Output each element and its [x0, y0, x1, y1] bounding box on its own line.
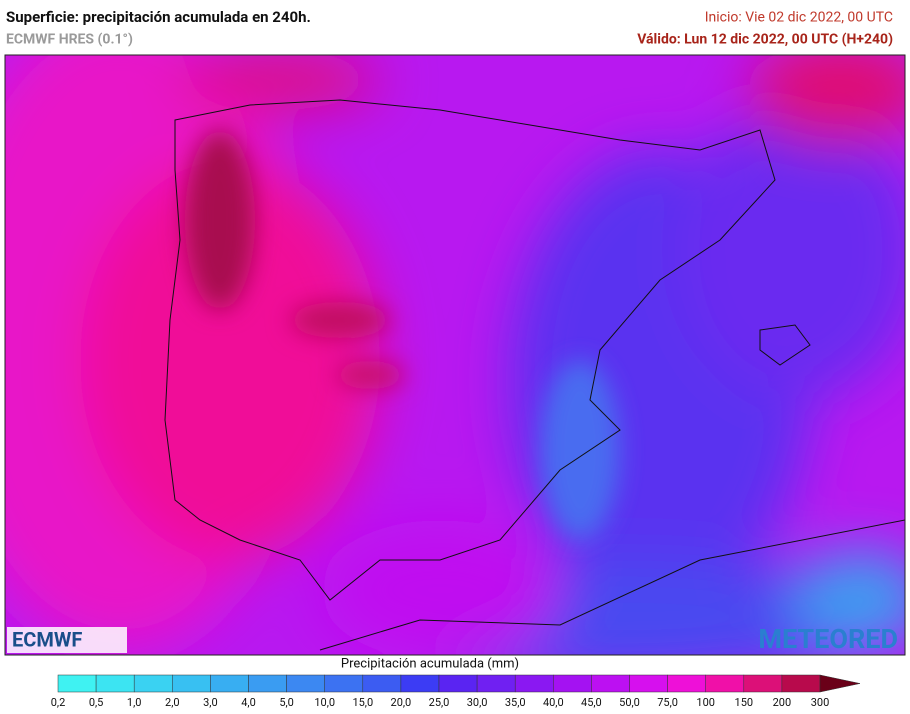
colorbar-tick: 0,2	[51, 696, 66, 709]
colorbar-tick: 35,0	[505, 696, 526, 709]
colorbar-cell	[667, 674, 706, 693]
colorbar-tick: 45,0	[581, 696, 602, 709]
colorbar-cell	[438, 674, 478, 693]
colorbar-tick: 200	[773, 696, 792, 709]
colorbar-cell	[400, 674, 440, 693]
colorbar-cell	[95, 674, 135, 693]
colorbar-extend	[819, 674, 861, 693]
colorbar-label: Precipitación acumulada (mm)	[341, 656, 519, 671]
colorbar-cell	[362, 674, 402, 693]
colorbar-cell	[476, 674, 516, 693]
colorbar-tick: 0,5	[89, 696, 104, 709]
colorbar-cell	[172, 674, 211, 693]
colorbar-tick: 50,0	[619, 696, 640, 709]
colorbar-tick: 40,0	[543, 696, 564, 709]
valid-time: Válido: Lun 12 dic 2022, 00 UTC (H+240)	[637, 32, 893, 48]
colorbar-tick: 3,0	[203, 696, 218, 709]
colorbar-cell	[248, 674, 287, 693]
colorbar-tick: 4,0	[241, 696, 256, 709]
map-frame	[4, 54, 906, 656]
colorbar-tick: 30,0	[467, 696, 488, 709]
colorbar-tick: 20,0	[391, 696, 412, 709]
colorbar-cell	[591, 674, 630, 693]
colorbar-cell	[514, 674, 554, 693]
colorbar-cell	[133, 674, 173, 693]
colorbar-cell	[743, 674, 783, 693]
logo-meteored: METEORED	[758, 623, 898, 655]
colorbar-tick: 100	[696, 696, 715, 709]
colorbar-cell	[324, 674, 364, 693]
logo-ecmwf: ECMWF	[12, 627, 82, 651]
colorbar: 0,2 0,5 1,0 2,0 3,0 4,0 5,0 10,0 15,0 20,0 25,0 30,…	[51, 674, 861, 709]
colorbar-tick: 150	[735, 696, 754, 709]
colorbar-tick: 1,0	[127, 696, 142, 709]
africa-coast	[319, 519, 905, 651]
logo-box	[7, 627, 127, 653]
colorbar-tick: 15,0	[352, 696, 373, 709]
colorbar-tick: 75,0	[657, 696, 678, 709]
model: ECMWF HRES (0.1°)	[6, 32, 133, 48]
colorbar-cell	[553, 674, 592, 693]
map: ECMWF METEORED	[5, 55, 905, 655]
colorbar-cell	[286, 674, 325, 693]
colorbar-cell	[629, 674, 668, 693]
colorbar-cell	[210, 674, 249, 693]
colorbar-tick: 25,0	[429, 696, 450, 709]
coastline	[164, 99, 776, 601]
island	[759, 324, 811, 366]
colorbar-tick: 10,0	[314, 696, 335, 709]
colorbar-tick: 5,0	[279, 696, 294, 709]
colorbar-cell	[781, 674, 821, 693]
colorbar-cell	[57, 674, 97, 693]
title: Superficie: precipitación acumulada en 2…	[6, 8, 311, 26]
colorbar-cell	[705, 674, 745, 693]
colorbar-tick: 300	[811, 696, 830, 709]
colorbar-tick: 2,0	[165, 696, 180, 709]
init-time: Inicio: Vie 02 dic 2022, 00 UTC	[705, 10, 893, 26]
